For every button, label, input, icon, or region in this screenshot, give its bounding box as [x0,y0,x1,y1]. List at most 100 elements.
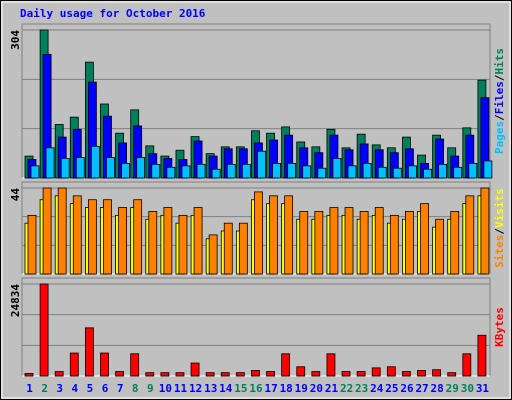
bar [257,150,266,179]
legend-entry: Visits [493,188,506,228]
bar [166,166,176,179]
x-tick-label: 26 [400,382,414,395]
bar [30,165,40,179]
x-tick-label: 13 [204,382,217,395]
x-tick-label: 29 [446,382,459,395]
bar [447,372,457,377]
bar [477,334,487,377]
bar [45,147,55,179]
bar [121,162,130,179]
x-tick-label: 14 [219,382,233,395]
bar [90,145,100,179]
bar [181,165,191,179]
bar [389,214,399,275]
x-tick-label: 7 [117,382,124,395]
bar [272,162,281,179]
x-tick-label: 18 [280,382,293,395]
bar [423,168,432,179]
legend-separator: / [493,228,506,235]
bar [311,371,321,377]
bar [302,165,312,179]
bar [465,195,475,275]
bar [269,195,278,275]
x-tick-label: 25 [385,382,398,395]
bar [151,163,161,179]
bar [374,207,384,275]
bar [24,373,34,377]
bar [420,203,429,275]
bar [254,191,263,275]
bar [133,199,143,275]
bar [402,371,411,377]
panel [21,277,491,377]
bar [57,187,67,275]
y-tick-label: 24834 [9,284,22,317]
bar [417,370,426,377]
bar [435,218,445,275]
bar [39,283,49,377]
bar [103,199,112,275]
bar [453,166,463,179]
bar [299,211,309,275]
bar [332,158,342,179]
bar [208,234,218,275]
bar [281,353,291,377]
x-tick-label: 22 [340,382,353,395]
bar [483,160,493,179]
bar [480,187,490,275]
x-tick-label: 9 [147,382,154,395]
x-tick-label: 17 [264,382,277,395]
bar [87,199,97,275]
legend-entry: Pages [493,121,506,154]
x-tick-label: 10 [159,382,172,395]
bar [160,372,170,377]
bar [84,327,94,377]
x-tick-label: 28 [431,382,444,395]
bar [115,371,124,377]
legend: KBytes [493,307,506,347]
bar [190,362,200,377]
bar [145,372,155,377]
bar [69,352,79,377]
legend-separator: / [493,114,506,121]
bar [266,371,275,377]
x-tick-label: 27 [415,382,428,395]
bar [193,207,203,275]
bar [72,195,82,275]
bar [100,352,109,377]
x-tick-label: 8 [132,382,139,395]
bar [130,353,140,377]
bar [235,372,245,377]
bar [42,187,52,275]
bar [314,211,324,275]
bar [241,163,251,179]
y-tick-label: 304 [9,30,22,50]
bar [178,214,188,275]
bar [226,163,236,179]
bar [106,157,115,179]
bar [287,162,297,179]
bar [284,195,294,275]
bar [341,371,351,377]
bar [136,157,146,179]
bar [392,167,402,179]
legend-entry: KBytes [493,307,506,347]
bar [223,222,233,275]
bar [60,158,70,179]
bar [371,367,381,377]
x-tick-label: 15 [234,382,247,395]
bar [317,167,327,179]
x-tick-label: 1 [26,382,33,395]
bar [386,366,396,377]
bar [205,372,215,377]
x-tick-label: 4 [72,382,79,395]
bar [405,211,414,275]
legend-entry: Files [493,81,506,114]
legend: Sites/Visits [493,188,506,268]
bar [75,157,85,179]
bar [450,211,460,275]
x-tick-label: 21 [325,382,339,395]
legend-separator: / [493,74,506,81]
bar [359,211,369,275]
